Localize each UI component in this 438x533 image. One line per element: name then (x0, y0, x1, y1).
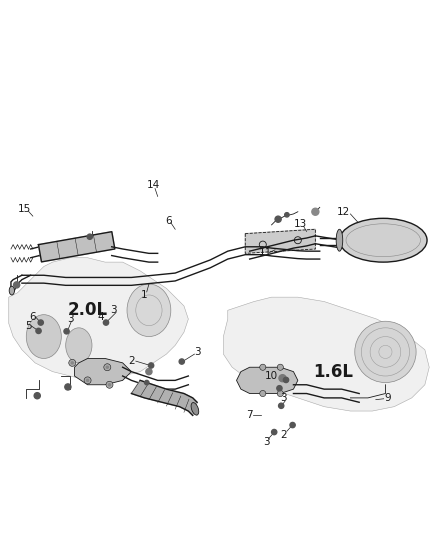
Circle shape (87, 234, 92, 239)
Text: 3: 3 (194, 347, 201, 357)
Ellipse shape (127, 284, 171, 336)
Circle shape (145, 381, 149, 385)
Circle shape (69, 359, 76, 366)
Text: 6: 6 (165, 215, 172, 225)
Circle shape (277, 391, 283, 397)
Ellipse shape (26, 314, 61, 359)
Ellipse shape (9, 286, 14, 295)
Circle shape (36, 328, 41, 334)
Text: 7: 7 (246, 410, 253, 421)
Text: 9: 9 (384, 393, 391, 403)
Circle shape (272, 430, 277, 435)
Text: 1.6L: 1.6L (313, 364, 353, 382)
Ellipse shape (339, 219, 427, 262)
Circle shape (86, 378, 89, 382)
Text: 11: 11 (258, 248, 272, 259)
Text: 5: 5 (25, 321, 32, 330)
Circle shape (14, 282, 20, 288)
Circle shape (260, 391, 266, 397)
Circle shape (34, 393, 40, 399)
Text: 2: 2 (128, 356, 135, 366)
Circle shape (279, 375, 286, 382)
Circle shape (277, 364, 283, 370)
Circle shape (290, 423, 295, 427)
Circle shape (179, 359, 184, 364)
Text: 2.0L: 2.0L (67, 301, 108, 319)
Circle shape (106, 366, 109, 369)
Text: 2: 2 (280, 430, 287, 440)
Ellipse shape (191, 402, 199, 415)
Circle shape (285, 213, 289, 217)
Text: 13: 13 (293, 219, 307, 229)
Polygon shape (131, 381, 197, 415)
Circle shape (104, 364, 111, 371)
Circle shape (275, 216, 281, 222)
Circle shape (103, 320, 109, 325)
Circle shape (65, 384, 71, 390)
Text: 3: 3 (110, 305, 117, 316)
Circle shape (277, 386, 282, 391)
Circle shape (146, 368, 152, 375)
Text: 3: 3 (280, 393, 287, 403)
Circle shape (71, 361, 74, 365)
Text: 1: 1 (141, 290, 148, 300)
Text: 3: 3 (263, 437, 270, 447)
Text: 12: 12 (337, 207, 350, 217)
Circle shape (108, 383, 111, 386)
Polygon shape (223, 297, 429, 411)
Text: 15: 15 (18, 204, 31, 214)
Circle shape (279, 403, 284, 408)
Circle shape (148, 363, 154, 368)
Polygon shape (9, 258, 188, 381)
Text: 4: 4 (97, 312, 104, 322)
Text: 6: 6 (29, 312, 36, 322)
Circle shape (38, 320, 43, 325)
Text: 3: 3 (67, 314, 74, 324)
Circle shape (312, 208, 319, 215)
Ellipse shape (355, 321, 416, 383)
Polygon shape (74, 359, 131, 385)
Ellipse shape (66, 328, 92, 363)
Polygon shape (39, 232, 115, 262)
Circle shape (283, 377, 289, 383)
Circle shape (260, 364, 266, 370)
Circle shape (64, 329, 69, 334)
Circle shape (106, 381, 113, 388)
Text: 10: 10 (265, 371, 278, 381)
Text: 14: 14 (147, 181, 160, 190)
Ellipse shape (336, 229, 343, 251)
Polygon shape (237, 367, 298, 393)
Polygon shape (245, 229, 315, 253)
Circle shape (84, 377, 91, 384)
